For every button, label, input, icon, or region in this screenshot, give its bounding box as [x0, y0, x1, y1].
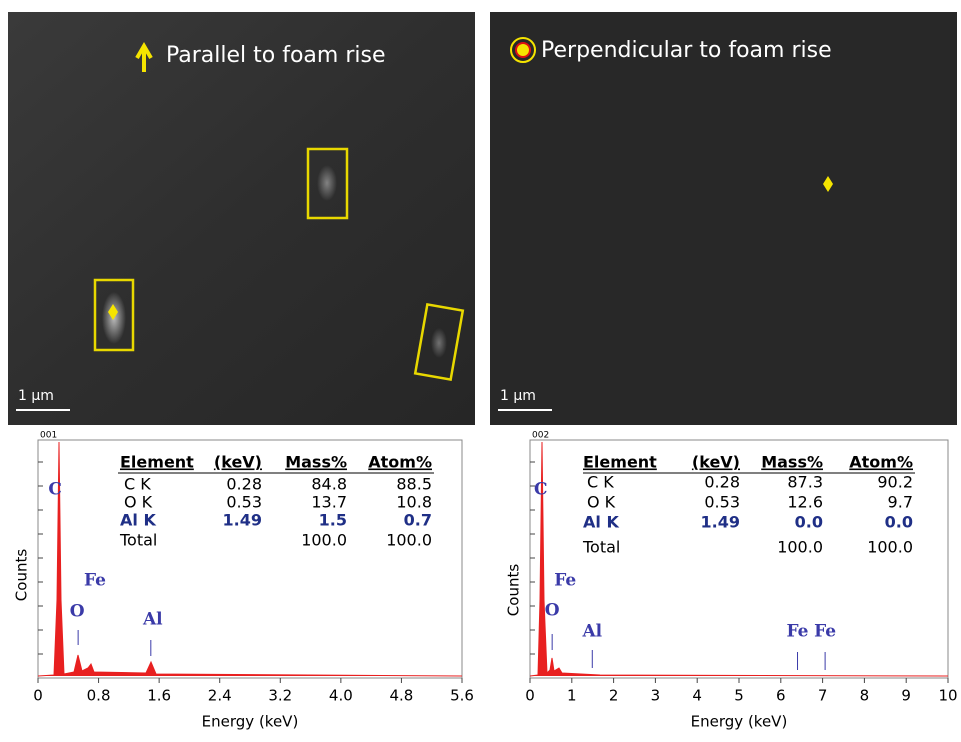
sem-image	[490, 12, 957, 425]
x-tick-label: 4	[692, 687, 702, 705]
peak-label: Fe	[554, 571, 576, 591]
peak-label: C	[534, 480, 548, 500]
figure: Parallel to foam rise 1 µm Perpendicular…	[0, 0, 961, 738]
table-cell: 84.8	[311, 475, 347, 494]
x-axis-label: Energy (keV)	[691, 713, 788, 731]
table-cell: Al K	[583, 513, 619, 532]
table-cell: 1.49	[701, 513, 740, 532]
table-cell: 0.53	[226, 493, 262, 512]
table-cell: Total	[119, 531, 157, 550]
table-header: (keV)	[692, 453, 740, 472]
x-axis-label: Energy (keV)	[202, 713, 299, 731]
peak-label: O	[70, 602, 85, 622]
table-cell: 87.3	[787, 473, 823, 492]
table-cell: 0.53	[704, 493, 740, 512]
table-cell: 100.0	[386, 531, 432, 550]
table-header: Element	[120, 453, 194, 472]
table-cell: 100.0	[867, 538, 913, 557]
table-cell: 0.0	[885, 513, 913, 532]
table-cell: 1.5	[319, 511, 347, 530]
spectrum-id: 002	[532, 431, 549, 441]
peak-label: Fe	[814, 622, 836, 642]
table-cell: Al K	[120, 511, 156, 530]
x-tick-label: 6	[776, 687, 786, 705]
x-tick-label: 1.6	[147, 687, 171, 705]
table-cell: 0.28	[226, 475, 262, 494]
table-header: Element	[583, 453, 657, 472]
table-header: Atom%	[368, 453, 432, 472]
table-cell: 13.7	[311, 493, 347, 512]
table-cell: 88.5	[396, 475, 432, 494]
table-cell: 0.0	[795, 513, 823, 532]
table-cell: 1.49	[223, 511, 262, 530]
x-tick-label: 0	[33, 687, 43, 705]
x-tick-label: 1	[567, 687, 577, 705]
peak-label: Al	[581, 622, 602, 642]
table-cell: C K	[587, 473, 614, 492]
dot-icon	[516, 43, 530, 57]
x-tick-label: 4.8	[389, 687, 413, 705]
x-tick-label: 4.0	[329, 687, 353, 705]
table-cell: 100.0	[301, 531, 347, 550]
x-tick-label: 7	[818, 687, 828, 705]
x-tick-label: 0.8	[87, 687, 111, 705]
table-header: Atom%	[849, 453, 913, 472]
table-cell: 0.7	[404, 511, 432, 530]
y-axis-label: Counts	[505, 564, 523, 617]
table-cell: 12.6	[787, 493, 823, 512]
table-header: (keV)	[214, 453, 262, 472]
x-tick-label: 2	[609, 687, 619, 705]
table-cell: 10.8	[396, 493, 432, 512]
table-cell: C K	[124, 475, 151, 494]
image-caption: Parallel to foam rise	[166, 43, 386, 68]
peak-label: Al	[142, 610, 163, 630]
x-tick-label: 9	[901, 687, 911, 705]
particle	[431, 328, 447, 358]
peak-label: Fe	[787, 622, 809, 642]
x-tick-label: 5.6	[450, 687, 474, 705]
table-header: Mass%	[285, 453, 347, 472]
table-cell: 9.7	[888, 493, 913, 512]
scale-label: 1 µm	[18, 388, 54, 404]
table-cell: O K	[124, 493, 153, 512]
sem-image	[8, 12, 475, 425]
x-tick-label: 3.2	[268, 687, 292, 705]
peak-label: Fe	[84, 571, 106, 591]
x-tick-label: 5	[734, 687, 744, 705]
spectrum-id: 001	[40, 431, 57, 441]
peak-label: O	[545, 601, 560, 621]
scale-label: 1 µm	[500, 388, 536, 404]
x-tick-label: 0	[525, 687, 535, 705]
table-cell: Total	[582, 538, 620, 557]
x-tick-label: 3	[651, 687, 661, 705]
table-cell: 0.28	[704, 473, 740, 492]
table-cell: 90.2	[877, 473, 913, 492]
peak-label: C	[48, 480, 62, 500]
image-caption: Perpendicular to foam rise	[541, 38, 832, 63]
table-header: Mass%	[761, 453, 823, 472]
x-tick-label: 10	[938, 687, 957, 705]
table-cell: 100.0	[777, 538, 823, 557]
particle	[317, 165, 337, 201]
y-axis-label: Counts	[13, 549, 31, 602]
x-tick-label: 8	[860, 687, 870, 705]
table-cell: O K	[587, 493, 616, 512]
x-tick-label: 2.4	[208, 687, 232, 705]
